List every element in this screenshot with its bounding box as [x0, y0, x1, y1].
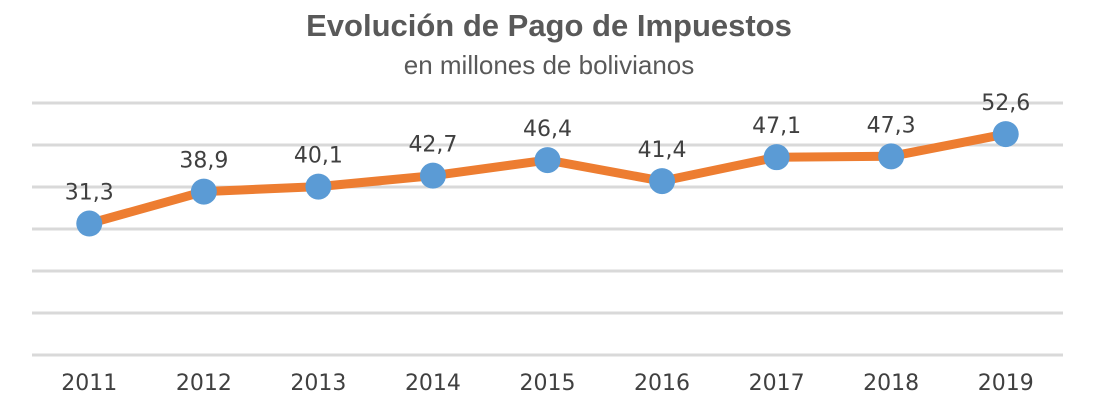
x-axis-ticks: 2011 2012 2013 2014 2015 2016 2017 2018 2019 [61, 371, 1033, 396]
data-label: 42,7 [408, 133, 457, 158]
data-label: 47,1 [752, 114, 801, 139]
data-point-marker [534, 147, 561, 174]
x-tick-label: 2016 [634, 371, 690, 396]
x-tick-label: 2017 [749, 371, 805, 396]
data-label: 31,3 [65, 181, 114, 206]
data-label: 38,9 [179, 149, 228, 174]
data-point-marker [76, 210, 103, 237]
data-point-marker [305, 173, 332, 200]
data-point-marker [419, 162, 446, 189]
x-tick-label: 2011 [61, 371, 117, 396]
data-point-marker [763, 144, 790, 171]
data-label: 41,4 [638, 138, 687, 163]
data-point-marker [878, 143, 905, 170]
x-tick-label: 2015 [520, 371, 576, 396]
x-tick-label: 2014 [405, 371, 461, 396]
chart-subtitle: en millones de bolivianos [403, 50, 695, 80]
x-tick-label: 2013 [290, 371, 346, 396]
data-labels-group: 31,3 38,9 40,1 42,7 46,4 41,4 47,1 47,3 52,6 [65, 91, 1030, 205]
markers-group [76, 121, 1019, 237]
x-tick-label: 2018 [863, 371, 919, 396]
data-point-marker [190, 178, 217, 205]
x-tick-label: 2019 [978, 371, 1034, 396]
data-label: 47,3 [867, 113, 916, 138]
x-tick-label: 2012 [176, 371, 232, 396]
data-point-marker [649, 168, 676, 195]
data-label: 46,4 [523, 117, 572, 142]
data-point-marker [992, 121, 1019, 148]
data-label: 52,6 [981, 91, 1030, 116]
data-label: 40,1 [294, 144, 343, 169]
chart-title: Evolución de Pago de Impuestos [306, 8, 792, 43]
